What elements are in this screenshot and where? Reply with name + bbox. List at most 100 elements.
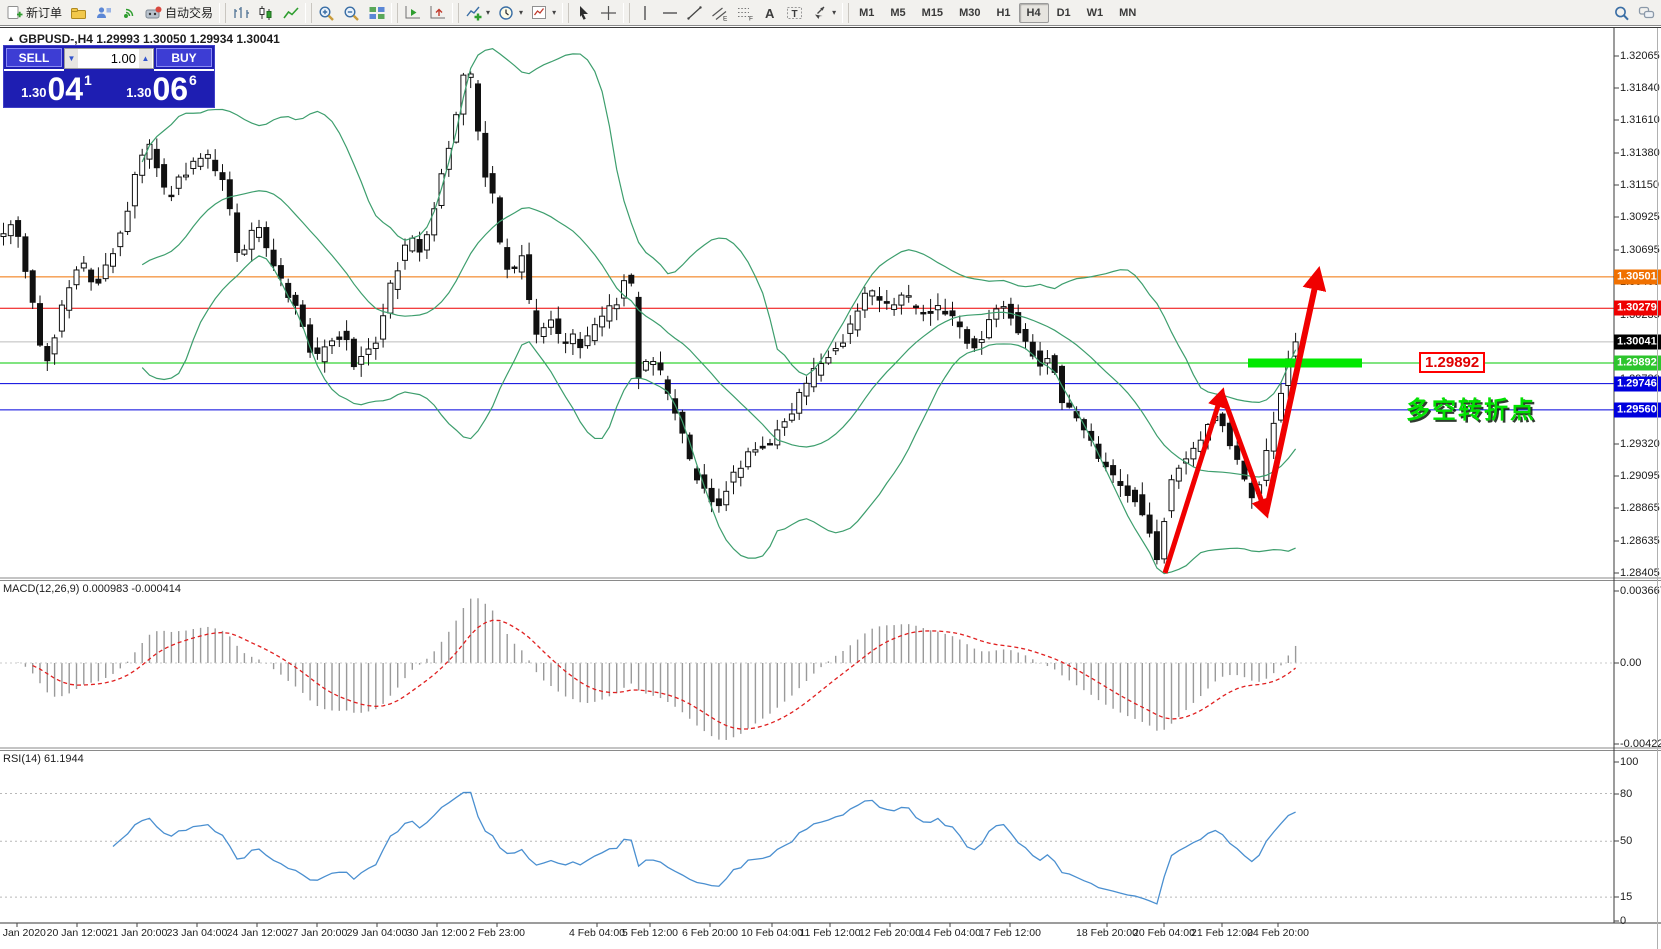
shift-icon bbox=[430, 5, 446, 18]
zoomout-icon bbox=[344, 5, 359, 21]
new-order-button[interactable]: 新订单 bbox=[2, 1, 66, 25]
templates-button[interactable]: ▾ bbox=[527, 1, 560, 25]
auto-scroll-button[interactable] bbox=[400, 1, 425, 25]
line-icon bbox=[283, 6, 299, 18]
timeframe-button-m30[interactable]: M30 bbox=[959, 6, 981, 19]
time-label: 2 Feb 23:00 bbox=[468, 927, 526, 939]
timeframe-button-m5[interactable]: M5 bbox=[890, 6, 906, 19]
candles bbox=[0, 71, 1299, 565]
community-button[interactable] bbox=[91, 1, 116, 25]
hline-icon bbox=[663, 11, 678, 14]
macd-indicator-label: MACD(12,26,9) 0.000983 -0.000414 bbox=[3, 583, 181, 595]
price-level-label: 1.29560 bbox=[1614, 402, 1661, 418]
timeframe-button-m15[interactable]: M15 bbox=[921, 6, 944, 19]
volume-up-button[interactable]: ▲ bbox=[139, 49, 152, 68]
zoom-in-button[interactable] bbox=[314, 1, 339, 25]
volume-down-button[interactable]: ▼ bbox=[65, 49, 78, 68]
ohlc-readout: 1.29993 1.30050 1.29934 1.30041 bbox=[96, 32, 280, 46]
rsi-line bbox=[112, 791, 1296, 905]
dropdown-caret-icon: ▾ bbox=[552, 8, 557, 17]
symbol-period: GBPUSD-,H4 bbox=[18, 32, 93, 46]
bars-icon bbox=[234, 6, 250, 18]
line-chart-button[interactable] bbox=[278, 1, 303, 25]
periods-button[interactable]: ▾ bbox=[494, 1, 527, 25]
tile-windows-button[interactable] bbox=[364, 1, 389, 25]
buy-price-point: 6 bbox=[189, 72, 197, 88]
fibo-icon: F bbox=[738, 7, 753, 21]
crosshair-button[interactable] bbox=[596, 1, 621, 25]
buy-button[interactable]: BUY bbox=[156, 48, 212, 67]
candles-icon bbox=[259, 5, 272, 20]
price-level-label: 1.30041 bbox=[1614, 334, 1661, 350]
vertical-line-button[interactable] bbox=[632, 1, 657, 25]
accounts-icon bbox=[71, 7, 87, 19]
macd-histogram bbox=[17, 598, 1297, 740]
time-label: 30 Jan 12:00 bbox=[406, 927, 468, 939]
timeframe-button-mn[interactable]: MN bbox=[1119, 6, 1137, 19]
time-label: 20 Feb 04:00 bbox=[1133, 927, 1195, 939]
auto-trading-button[interactable]: 自动交易 bbox=[141, 1, 217, 25]
search-button[interactable] bbox=[1609, 1, 1634, 25]
sell-button[interactable]: SELL bbox=[6, 48, 62, 67]
time-label: 21 Feb 12:00 bbox=[1191, 927, 1253, 939]
trendline-button[interactable] bbox=[682, 1, 707, 25]
price-level-label: 1.29892 bbox=[1614, 355, 1661, 371]
new-order-icon bbox=[7, 5, 23, 19]
buy-half: BUY bbox=[154, 46, 214, 71]
candlestick-chart-button[interactable] bbox=[253, 1, 278, 25]
macd-tick: -0.00422 bbox=[1620, 738, 1661, 750]
price-tick: 1.30695 bbox=[1620, 244, 1660, 256]
svg-text:E: E bbox=[723, 15, 728, 21]
tiles-icon bbox=[369, 6, 385, 19]
price-tick: 1.28865 bbox=[1620, 502, 1660, 514]
annotation-text-cn: 多空转折点 bbox=[1406, 397, 1536, 424]
timeframe-button-w1[interactable]: W1 bbox=[1086, 6, 1104, 19]
timeframe-button-m1[interactable]: M1 bbox=[859, 6, 875, 19]
horizontal-line-button[interactable] bbox=[657, 1, 682, 25]
chart-window: ▲ GBPUSD-,H4 1.29993 1.30050 1.29934 1.30… bbox=[0, 27, 1661, 949]
time-label: 10 Feb 04:00 bbox=[741, 927, 803, 939]
sell-price-point: 1 bbox=[84, 72, 92, 88]
toolbar-separator bbox=[452, 2, 460, 23]
text-button[interactable]: A bbox=[757, 1, 782, 25]
red-arrow-segment bbox=[1162, 387, 1228, 574]
volume-input[interactable] bbox=[78, 49, 139, 68]
time-label: 5 Feb 12:00 bbox=[621, 927, 679, 939]
signals-button[interactable] bbox=[116, 1, 141, 25]
equidistant-channel-button[interactable]: E bbox=[707, 1, 732, 25]
zoom-out-button[interactable] bbox=[339, 1, 364, 25]
toolbar-separator bbox=[842, 2, 850, 23]
indicators-button[interactable]: ▾ bbox=[461, 1, 494, 25]
svg-text:F: F bbox=[749, 15, 753, 21]
time-label: 23 Jan 04:00 bbox=[166, 927, 228, 939]
accounts-button[interactable] bbox=[66, 1, 91, 25]
arrows-button[interactable]: ▾ bbox=[807, 1, 840, 25]
bar-chart-button[interactable] bbox=[228, 1, 253, 25]
chat-button[interactable] bbox=[1634, 1, 1659, 25]
price-tick: 1.28635 bbox=[1620, 535, 1660, 547]
timeframe-button-h4[interactable]: H4 bbox=[1018, 2, 1049, 23]
price-tick: 1.31610 bbox=[1620, 114, 1660, 126]
text-label-button[interactable]: T bbox=[782, 1, 807, 25]
arrows-icon bbox=[815, 6, 825, 19]
symbol-marker-icon: ▲ bbox=[7, 34, 15, 43]
channel-icon: E bbox=[712, 7, 728, 21]
volume-control: ▼ ▲ bbox=[64, 48, 154, 69]
bollinger-upper bbox=[141, 47, 1297, 404]
cursor-button[interactable] bbox=[571, 1, 596, 25]
buy-price[interactable]: 1.30 06 6 bbox=[109, 71, 214, 107]
sell-price[interactable]: 1.30 04 1 bbox=[4, 71, 109, 107]
buy-price-pips: 06 bbox=[152, 71, 189, 107]
fibonacci-button[interactable]: F bbox=[732, 1, 757, 25]
zoomin-icon bbox=[319, 5, 334, 21]
price-tick: 1.29095 bbox=[1620, 470, 1660, 482]
vline-icon bbox=[644, 5, 646, 20]
one-click-trading-panel: SELL ▼ ▲ BUY 1.30 04 1 1.30 06 6 bbox=[3, 45, 215, 108]
chart-shift-button[interactable] bbox=[425, 1, 450, 25]
time-label: 17 Feb 12:00 bbox=[979, 927, 1041, 939]
price-tick: 1.29320 bbox=[1620, 438, 1660, 450]
auto-trading-button-label: 自动交易 bbox=[165, 6, 214, 20]
timeframe-button-d1[interactable]: D1 bbox=[1056, 6, 1071, 19]
timeframe-button-h1[interactable]: H1 bbox=[996, 6, 1011, 19]
bollinger-middle bbox=[141, 190, 1297, 478]
